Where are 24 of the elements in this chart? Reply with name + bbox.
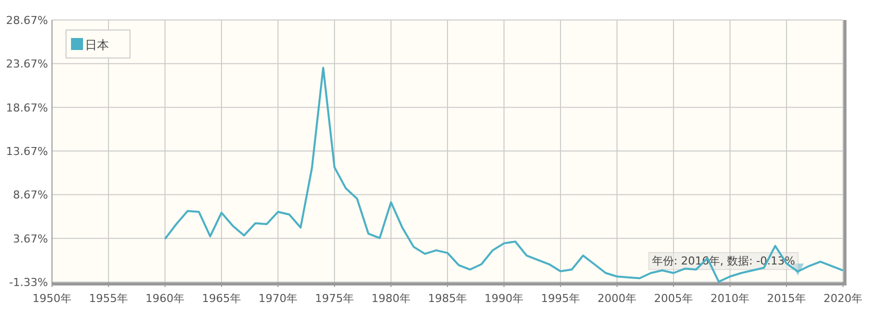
x-tick-label: 2020年 [824,292,862,305]
y-tick-label: 18.67% [6,101,48,114]
y-tick-label: 8.67% [13,188,48,202]
y-tick-label: 23.67% [6,58,48,71]
y-tick-label: 13.67% [6,145,48,158]
legend-label: 日本 [85,38,109,52]
line-series [164,66,844,283]
x-tick-label: 2000年 [598,292,636,305]
x-tick-label: 1960年 [146,292,184,305]
x-tick-label: 1980年 [372,292,410,305]
x-tick-label: 1985年 [428,292,467,305]
y-tick-label: 28.67% [6,14,48,27]
x-tick-label: 1990年 [484,292,524,305]
x-tick-label: 1975年 [315,292,354,305]
x-tick-label: 2005年 [654,292,693,305]
x-tick-label: 1965年 [202,292,241,305]
x-tick-label: 1955年 [89,292,128,305]
x-tick-label: 1970年 [258,292,298,305]
y-tick-label: 3.67% [13,232,48,246]
x-tick-label: 2015年 [767,292,806,305]
x-tick-label: 1995年 [541,292,580,305]
x-tick-label: 2010年 [710,292,750,305]
x-tick-label: 1950年 [32,292,72,305]
y-tick-label: -1.33% [9,276,48,289]
